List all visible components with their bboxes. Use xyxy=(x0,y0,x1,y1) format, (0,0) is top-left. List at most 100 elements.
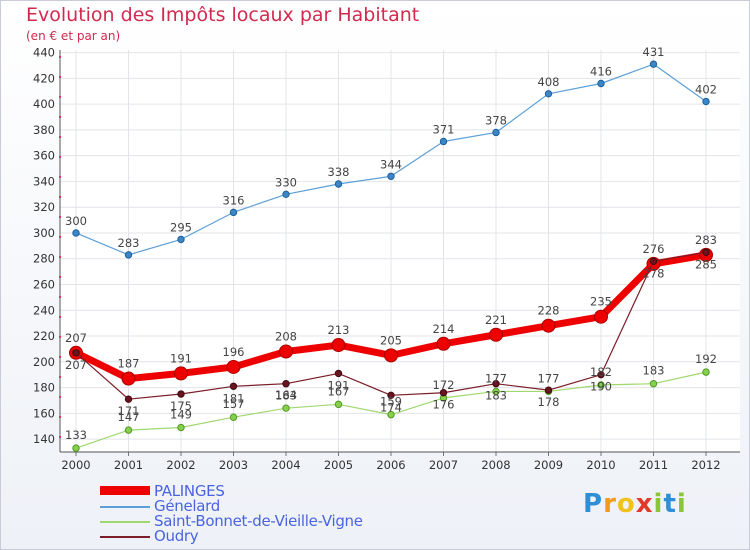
data-point-oudry xyxy=(702,248,710,256)
data-label-oudry: 183 xyxy=(275,389,297,403)
data-label-saint-bonnet: 164 xyxy=(275,388,297,402)
data-point-palinges xyxy=(436,336,451,351)
data-point-genelard xyxy=(597,79,605,88)
y-tick-label: 420 xyxy=(33,71,55,85)
data-point-palinges xyxy=(226,359,241,374)
data-point-genelard xyxy=(72,229,80,237)
data-label-palinges: 187 xyxy=(118,357,140,371)
y-tick-label: 300 xyxy=(33,226,55,240)
x-tick-label: 2009 xyxy=(534,458,563,472)
data-point-genelard xyxy=(124,251,133,259)
data-point-palinges xyxy=(384,348,398,363)
x-tick-label: 2006 xyxy=(376,458,405,472)
data-point-palinges xyxy=(331,338,346,353)
data-point-oudry xyxy=(439,389,448,397)
data-label-saint-bonnet: 177 xyxy=(538,371,560,385)
x-tick-label: 2012 xyxy=(691,458,720,472)
y-tick-label: 400 xyxy=(33,97,55,111)
data-label-palinges: 205 xyxy=(380,333,402,347)
data-point-oudry xyxy=(544,386,553,394)
data-label-saint-bonnet: 182 xyxy=(590,365,612,379)
y-tick-label: 200 xyxy=(33,355,55,369)
data-point-oudry xyxy=(282,380,290,388)
legend-swatch-saint-bonnet xyxy=(100,521,150,523)
data-label-palinges: 221 xyxy=(485,313,507,327)
data-label-genelard: 300 xyxy=(65,214,87,228)
data-point-genelard xyxy=(387,172,395,180)
data-label-palinges: 196 xyxy=(223,345,245,359)
data-label-oudry: 174 xyxy=(380,400,402,414)
data-label-oudry: 175 xyxy=(170,399,192,413)
y-tick-label: 380 xyxy=(33,123,55,137)
data-label-genelard: 408 xyxy=(538,75,560,89)
x-tick-label: 2011 xyxy=(639,458,668,472)
data-label-saint-bonnet: 167 xyxy=(328,384,350,398)
plot-area xyxy=(60,50,740,452)
data-label-genelard: 416 xyxy=(590,65,612,79)
data-point-genelard xyxy=(649,60,658,68)
data-label-palinges: 228 xyxy=(538,304,560,318)
data-label-oudry: 176 xyxy=(433,398,455,412)
logo-letter: t xyxy=(663,489,677,519)
data-point-genelard xyxy=(544,90,553,98)
data-label-palinges: 208 xyxy=(275,330,297,344)
y-tick-label: 260 xyxy=(33,278,55,292)
data-label-genelard: 378 xyxy=(485,113,507,127)
data-label-palinges: 235 xyxy=(590,295,612,309)
data-point-oudry xyxy=(72,349,80,357)
data-label-oudry: 183 xyxy=(485,389,507,403)
legend-swatch-palinges xyxy=(100,486,150,495)
data-label-genelard: 431 xyxy=(643,45,665,59)
data-label-saint-bonnet: 172 xyxy=(433,378,455,392)
data-point-oudry xyxy=(124,395,133,403)
data-point-genelard xyxy=(702,97,710,106)
data-point-genelard xyxy=(439,137,448,146)
data-label-oudry: 191 xyxy=(328,378,350,392)
y-tick-label: 340 xyxy=(33,174,55,188)
data-label-oudry: 181 xyxy=(223,391,245,405)
x-tick-label: 2008 xyxy=(481,458,510,472)
logo-letter: P xyxy=(583,489,604,519)
data-point-saint-bonnet xyxy=(649,380,658,388)
data-point-genelard xyxy=(282,190,290,199)
proxiti-logo[interactable]: Proxiti xyxy=(583,489,687,519)
x-tick-label: 2004 xyxy=(271,458,300,472)
y-tick-label: 360 xyxy=(33,149,55,163)
data-point-genelard xyxy=(177,235,185,244)
data-point-palinges xyxy=(541,318,556,333)
data-label-oudry: 178 xyxy=(538,395,560,409)
logo-letter: i xyxy=(653,489,664,519)
legend-swatch-genelard xyxy=(100,506,150,508)
data-label-saint-bonnet: 183 xyxy=(643,364,665,378)
data-point-saint-bonnet xyxy=(387,410,395,419)
legend-label-palinges: PALINGES xyxy=(154,482,225,500)
data-point-saint-bonnet xyxy=(124,426,133,434)
data-point-palinges xyxy=(279,344,293,359)
logo-letter: x xyxy=(635,489,654,519)
x-tick-label: 2002 xyxy=(166,458,195,472)
data-label-genelard: 330 xyxy=(275,175,297,189)
x-tick-label: 2007 xyxy=(429,458,458,472)
data-label-palinges: 191 xyxy=(170,351,192,365)
data-point-palinges xyxy=(594,309,608,324)
y-tick-label: 220 xyxy=(33,329,55,343)
data-point-oudry xyxy=(649,257,658,266)
x-tick-label: 2000 xyxy=(61,458,90,472)
data-label-oudry: 190 xyxy=(590,380,612,394)
data-label-genelard: 371 xyxy=(433,122,455,136)
data-label-oudry: 285 xyxy=(695,257,717,271)
data-point-palinges xyxy=(174,366,188,381)
data-label-genelard: 316 xyxy=(223,193,245,207)
data-label-saint-bonnet: 147 xyxy=(118,410,140,424)
data-label-saint-bonnet: 133 xyxy=(65,428,87,442)
data-point-palinges xyxy=(121,371,136,386)
logo-letter: i xyxy=(676,489,687,519)
data-point-oudry xyxy=(387,391,395,400)
data-label-saint-bonnet: 177 xyxy=(485,371,507,385)
legend-swatch-oudry xyxy=(100,536,150,538)
data-label-genelard: 402 xyxy=(695,83,717,97)
y-tick-label: 440 xyxy=(33,46,55,60)
data-point-saint-bonnet xyxy=(229,413,238,421)
x-tick-label: 2005 xyxy=(324,458,353,472)
